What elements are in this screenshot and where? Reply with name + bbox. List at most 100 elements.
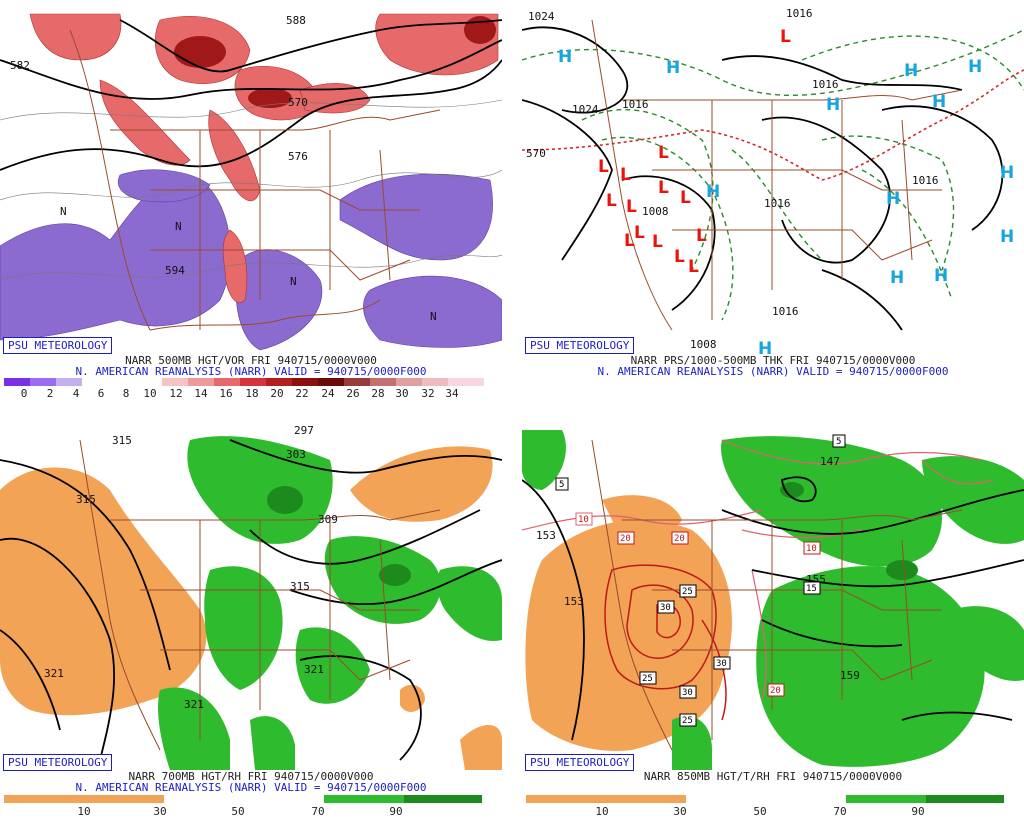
tick: 28 — [371, 387, 385, 398]
high-pressure-centers: H H H H H H H H H H H H H — [558, 47, 1014, 356]
svg-text:30: 30 — [716, 659, 727, 669]
tick: 32 — [421, 387, 435, 398]
high-marker: H — [934, 266, 948, 286]
low-marker: L — [688, 257, 699, 277]
height-label: 153 — [536, 529, 556, 542]
height-label: 588 — [286, 14, 306, 27]
low-marker: L — [680, 188, 691, 208]
temp-box: 10 — [575, 512, 593, 526]
psu-meteorology-badge: PSU METEOROLOGY — [525, 754, 635, 771]
height-label: 315 — [76, 493, 96, 506]
svg-text:20: 20 — [620, 534, 631, 544]
temp-box: 20 — [767, 683, 785, 697]
isobar-label: 1016 — [812, 78, 839, 91]
neutral-marker: N — [175, 220, 182, 233]
tick: 90 — [911, 805, 925, 818]
title-line-1: NARR PRS/1000-500MB THK FRI 940715/0000V… — [630, 354, 916, 367]
high-marker: H — [904, 61, 918, 81]
tick: 16 — [219, 387, 233, 398]
temp-box: 10 — [803, 541, 821, 555]
high-marker: H — [706, 182, 720, 202]
svg-text:20: 20 — [770, 686, 781, 696]
height-labels: 153 153 159 147 15 5 — [536, 455, 860, 682]
relative-humidity-colorbar-ticks: 10 30 50 70 90 — [0, 805, 502, 818]
relative-humidity-colorbar — [526, 795, 1004, 803]
low-marker: L — [658, 143, 669, 163]
vorticity-colorbar — [4, 378, 484, 386]
map-850mb: 153 153 159 147 15 5 5 5 10 20 20 10 25 3… — [522, 430, 1024, 770]
temp-box: 20 — [671, 531, 689, 545]
tick: 70 — [311, 805, 325, 818]
isotherms — [604, 564, 727, 721]
map-700mb: 315 297 303 315 309 315 321 321 321 — [0, 424, 502, 770]
isobar-label: 1008 — [690, 338, 717, 351]
high-marker: H — [1000, 227, 1014, 247]
low-marker: L — [626, 197, 637, 217]
svg-text:15: 15 — [806, 584, 817, 594]
isobar-label: 1008 — [642, 205, 669, 218]
temperature-boxes: 5 5 10 20 20 10 25 30 30 25 30 25 15 20 — [555, 434, 846, 727]
temp-box: 20 — [617, 531, 635, 545]
temp-box: 30 — [657, 600, 675, 614]
panel-700mb-relative-humidity: 315 297 303 315 309 315 321 321 321 PSU … — [0, 420, 502, 818]
height-label: 159 — [840, 669, 860, 682]
panel-850mb-temperature-humidity: 153 153 159 147 15 5 5 5 10 20 20 10 25 3… — [522, 420, 1024, 818]
height-contours — [522, 476, 1024, 741]
tick: 8 — [122, 387, 130, 398]
high-marker: H — [890, 268, 904, 288]
height-label: 147 — [820, 455, 840, 468]
temp-box: 15 — [803, 581, 821, 595]
temp-box: 25 — [679, 584, 697, 598]
psu-meteorology-badge: PSU METEOROLOGY — [3, 337, 113, 354]
tick: 30 — [153, 805, 167, 818]
high-marker: H — [886, 189, 900, 209]
high-marker: H — [1000, 163, 1014, 183]
low-marker: L — [674, 247, 685, 267]
tick: 30 — [673, 805, 687, 818]
tick: 20 — [270, 387, 284, 398]
state-borders — [69, 29, 441, 331]
low-marker: L — [624, 231, 635, 251]
low-marker: L — [696, 226, 707, 246]
isobar-label: 1024 — [528, 10, 555, 23]
tick: 90 — [389, 805, 403, 818]
psu-meteorology-badge: PSU METEOROLOGY — [525, 337, 635, 354]
height-label: 321 — [44, 667, 64, 680]
isobar-label: 1016 — [786, 7, 813, 20]
title-line-1: NARR 500MB HGT/VOR FRI 940715/0000V000 — [125, 354, 377, 367]
moist-areas — [522, 430, 1024, 770]
tick: 34 — [445, 387, 459, 398]
panel-sea-level-pressure-thickness: 1024 1016 1024 1016 1016 1016 1016 1016 … — [522, 0, 1024, 398]
isobars — [522, 26, 1004, 331]
height-label: 315 — [112, 434, 132, 447]
title-line-2: N. AMERICAN REANALYSIS (NARR) VALID = 94… — [75, 781, 427, 794]
temp-box: 25 — [679, 713, 697, 727]
panel-500mb-vorticity: 582 588 570 576 594 N N N N PSU METEOROL… — [0, 0, 502, 398]
state-borders — [591, 439, 963, 751]
high-marker: H — [826, 95, 840, 115]
title-line-2: N. AMERICAN REANALYSIS (NARR) VALID = 94… — [597, 365, 949, 378]
thickness-label: 570 — [526, 147, 546, 160]
svg-text:5: 5 — [559, 480, 564, 490]
svg-text:20: 20 — [674, 534, 685, 544]
isobar-label: 1016 — [764, 197, 791, 210]
tick: 10 — [143, 387, 157, 398]
tick: 4 — [72, 387, 80, 398]
tick: 6 — [97, 387, 105, 398]
neutral-marker: N — [430, 310, 437, 323]
svg-text:25: 25 — [642, 674, 653, 684]
isobar-label: 1016 — [912, 174, 939, 187]
height-label: 309 — [318, 513, 338, 526]
height-label: 582 — [10, 59, 30, 72]
tick: 10 — [595, 805, 609, 818]
tick: 18 — [245, 387, 259, 398]
state-borders — [591, 19, 963, 331]
height-label: 153 — [564, 595, 584, 608]
height-contours — [0, 439, 502, 761]
tick: 26 — [346, 387, 360, 398]
map-pressure-thickness: 1024 1016 1024 1016 1016 1016 1016 1016 … — [522, 0, 1024, 356]
neutral-marker: N — [60, 205, 67, 218]
high-marker: H — [758, 339, 772, 356]
height-label: 594 — [165, 264, 185, 277]
svg-text:25: 25 — [682, 716, 693, 726]
